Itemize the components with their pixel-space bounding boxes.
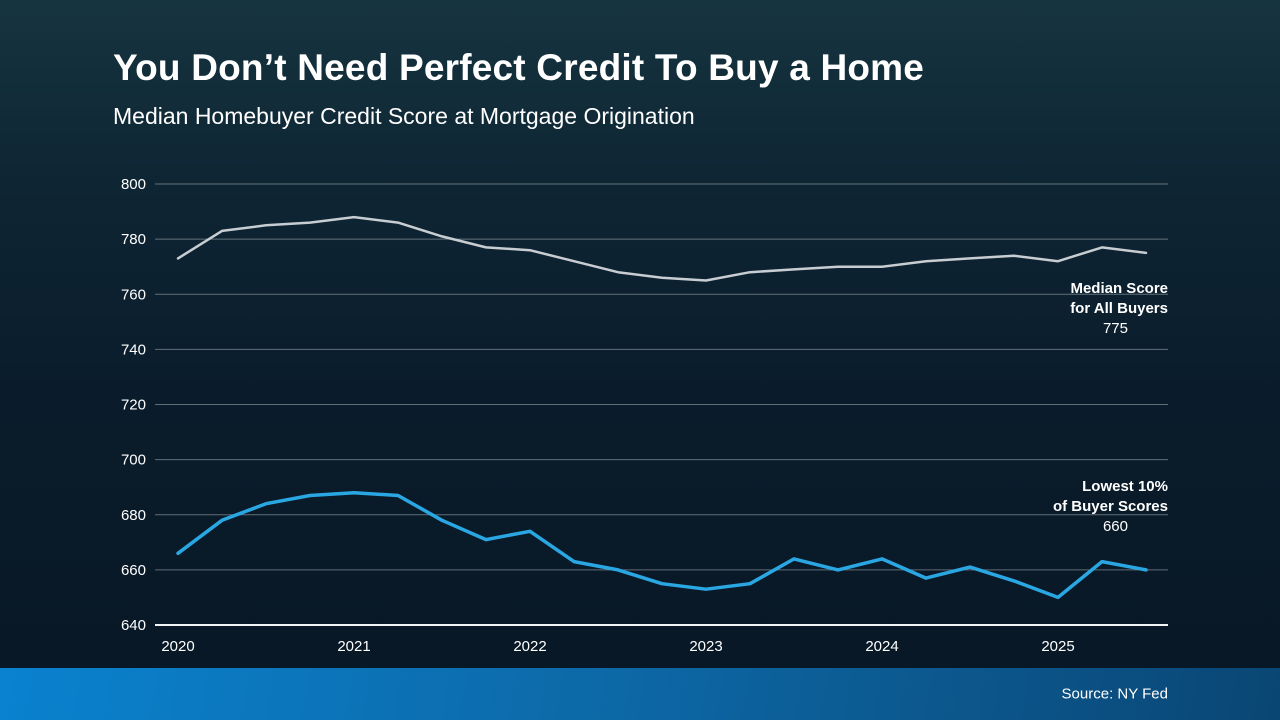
annotation-lowest-10-line1: Lowest 10% [1082, 478, 1168, 495]
annotation-median-score-line1: Median Score [1070, 280, 1168, 297]
svg-text:760: 760 [121, 286, 146, 303]
svg-text:780: 780 [121, 231, 146, 248]
slide-title: You Don’t Need Perfect Credit To Buy a H… [113, 47, 925, 88]
svg-text:800: 800 [121, 176, 146, 193]
svg-text:2023: 2023 [689, 638, 722, 655]
annotation-lowest-10-line2: of Buyer Scores [1052, 498, 1168, 515]
svg-text:2020: 2020 [161, 638, 194, 655]
slide-subtitle: Median Homebuyer Credit Score at Mortgag… [113, 103, 695, 129]
svg-text:700: 700 [121, 452, 146, 469]
source-attribution: Source: NY Fed [1061, 685, 1168, 703]
svg-text:740: 740 [121, 341, 146, 358]
svg-text:2021: 2021 [337, 638, 370, 655]
svg-text:640: 640 [121, 617, 146, 634]
annotation-lowest-10-value: 660 [1102, 518, 1128, 535]
annotation-lowest-10: Lowest 10% of Buyer Scores 660 [1053, 477, 1168, 537]
svg-text:720: 720 [121, 397, 146, 414]
annotation-median-score-value: 775 [1102, 320, 1128, 337]
svg-text:2022: 2022 [513, 638, 546, 655]
svg-text:2025: 2025 [1041, 638, 1074, 655]
footer-bar: Source: NY Fed [0, 668, 1280, 720]
svg-text:2024: 2024 [865, 638, 898, 655]
annotation-median-score-line2: for All Buyers [1070, 300, 1168, 317]
annotation-median-score: Median Score for All Buyers 775 [1070, 279, 1168, 339]
svg-text:680: 680 [121, 507, 146, 524]
svg-text:660: 660 [121, 562, 146, 579]
